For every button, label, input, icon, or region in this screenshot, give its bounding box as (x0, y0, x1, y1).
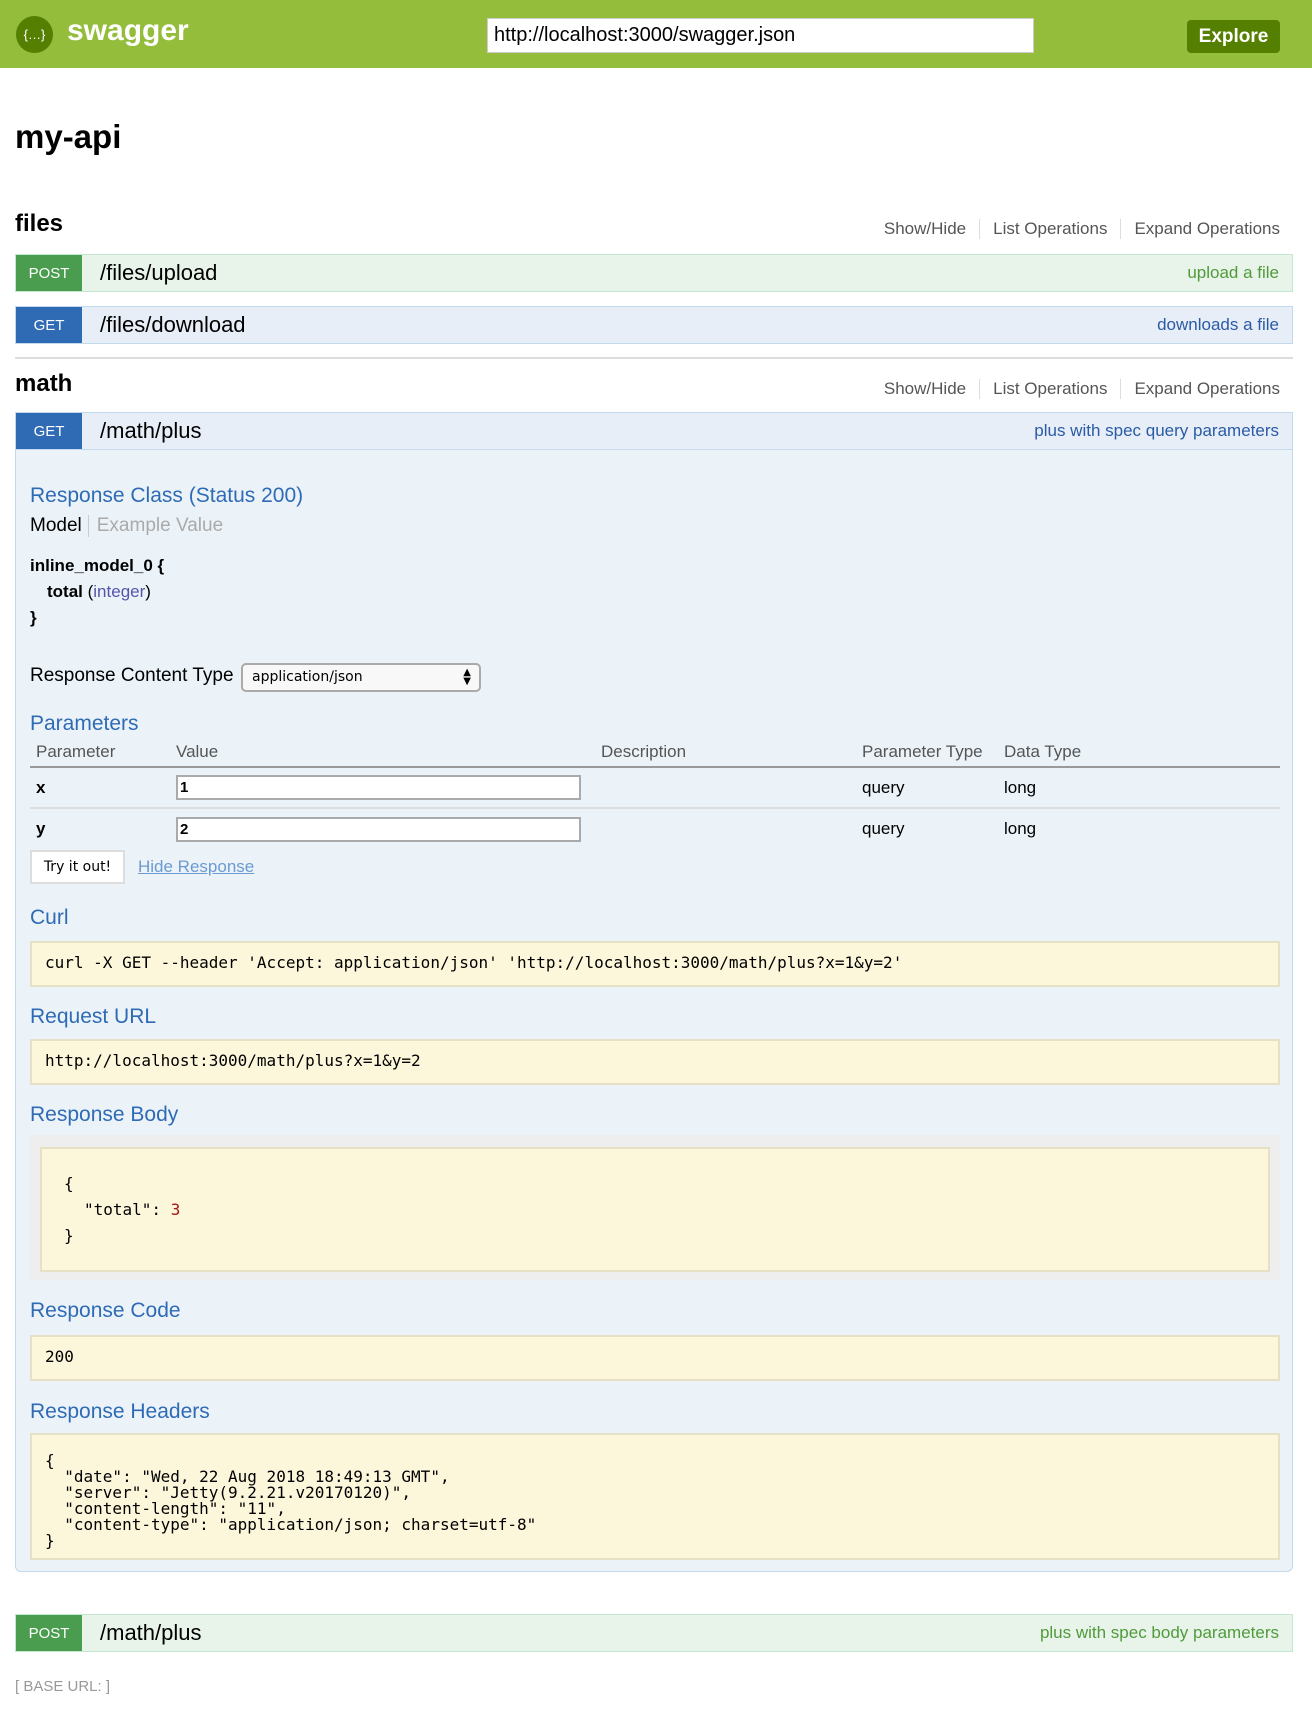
table-row: x query long (30, 767, 1280, 809)
operation-post-math-plus[interactable]: POST /math/plus plus with spec body para… (15, 1614, 1293, 1652)
model-name: inline_model_0 { (30, 556, 165, 575)
selected-content-type: application/json (252, 669, 363, 685)
table-row: y query long (30, 808, 1280, 849)
operation-path[interactable]: /files/upload (100, 260, 218, 285)
param-y-input[interactable] (176, 816, 581, 842)
json-key: "total": (84, 1200, 171, 1219)
response-headers-value: { "date": "Wed, 22 Aug 2018 18:49:13 GMT… (30, 1433, 1280, 1560)
param-description (595, 808, 856, 849)
expand-operations-link[interactable]: Expand Operations (1120, 379, 1280, 399)
operation-summary[interactable]: plus with spec query parameters (1034, 421, 1279, 440)
page-title: my-api (15, 118, 122, 155)
param-type: query (856, 767, 998, 809)
param-type: query (862, 819, 905, 838)
param-description (595, 767, 856, 809)
list-operations-link[interactable]: List Operations (979, 219, 1120, 239)
hide-response-link[interactable]: Hide Response (138, 857, 255, 876)
data-type: long (1004, 819, 1037, 838)
operation-path[interactable]: /math/plus (100, 418, 202, 443)
data-type: long (998, 767, 1280, 809)
operation-post-files-upload[interactable]: POST /files/upload upload a file (15, 254, 1293, 292)
method-badge: POST (16, 1615, 82, 1651)
request-url-value: http://localhost:3000/math/plus?x=1&y=2 (30, 1039, 1280, 1085)
json-value: 3 (170, 1200, 181, 1219)
section-heading-math[interactable]: math (15, 370, 73, 397)
response-body: { "total": 3 } (40, 1147, 1270, 1272)
operation-path[interactable]: /math/plus (100, 1620, 202, 1645)
list-operations-link[interactable]: List Operations (979, 379, 1120, 399)
curl-heading: Curl (30, 906, 69, 929)
operation-summary[interactable]: plus with spec body parameters (1039, 1623, 1279, 1642)
method-badge: GET (16, 413, 82, 449)
show-hide-link[interactable]: Show/Hide (883, 219, 967, 238)
top-bar: {…} swagger Explore (0, 0, 1312, 68)
swagger-logo-icon: {…} (16, 16, 53, 53)
response-body-heading: Response Body (30, 1103, 179, 1126)
col-data-type: Data Type (998, 737, 1280, 768)
col-value: Value (170, 737, 595, 768)
content-type-select[interactable]: application/json ▲ ▼ (241, 663, 481, 692)
tab-example-value[interactable]: Example Value (96, 515, 224, 536)
response-class-heading: Response Class (Status 200) (30, 484, 304, 507)
method-badge: GET (16, 307, 82, 343)
col-parameter-type: Parameter Type (856, 737, 998, 768)
operation-summary[interactable]: upload a file (1187, 263, 1279, 282)
content-type-label: Response Content Type (30, 665, 234, 686)
parameters-table: Parameter Value Description Parameter Ty… (30, 737, 1280, 849)
section-links-files: Show/Hide List Operations Expand Operati… (871, 219, 1280, 239)
section-divider (15, 357, 1293, 359)
spec-url-input[interactable] (487, 18, 1034, 53)
col-description: Description (595, 737, 856, 768)
response-code-value: 200 (30, 1335, 1280, 1381)
json-close: } (64, 1226, 74, 1245)
base-url: [ BASE URL: ] (15, 1678, 111, 1695)
tab-model[interactable]: Model (30, 515, 89, 537)
operation-detail-panel: Response Class (Status 200) Model Exampl… (15, 450, 1293, 1572)
explore-button[interactable]: Explore (1187, 20, 1280, 53)
try-it-out-button[interactable]: Try it out! (30, 850, 125, 884)
param-name: y (36, 819, 46, 838)
brand-name: swagger (67, 14, 189, 47)
operation-get-files-download[interactable]: GET /files/download downloads a file (15, 306, 1293, 344)
operation-get-math-plus[interactable]: GET /math/plus plus with spec query para… (15, 412, 1293, 450)
show-hide-link[interactable]: Show/Hide (883, 379, 967, 398)
param-x-input[interactable] (176, 775, 581, 800)
curl-command: curl -X GET --header 'Accept: applicatio… (30, 941, 1280, 987)
property-name: total (47, 582, 83, 601)
model-close: } (30, 608, 37, 627)
expand-operations-link[interactable]: Expand Operations (1120, 219, 1280, 239)
response-code-heading: Response Code (30, 1299, 181, 1322)
param-name: x (30, 767, 170, 809)
json-line: "total": 3 (64, 1197, 1246, 1223)
operation-path[interactable]: /files/download (100, 312, 246, 337)
model-tabs: Model Example Value (30, 515, 223, 537)
section-links-math: Show/Hide List Operations Expand Operati… (871, 379, 1280, 399)
property-type: integer (93, 582, 146, 601)
parameters-heading: Parameters (30, 712, 139, 735)
model-property: total (integer) (47, 582, 151, 601)
col-parameter: Parameter (30, 737, 170, 768)
json-open: { (64, 1174, 74, 1193)
section-heading-files[interactable]: files (15, 210, 64, 237)
operation-summary[interactable]: downloads a file (1157, 315, 1279, 334)
select-arrows-icon: ▲ ▼ (463, 667, 471, 687)
response-headers-heading: Response Headers (30, 1400, 210, 1423)
method-badge: POST (16, 255, 82, 291)
request-url-heading: Request URL (30, 1005, 157, 1028)
